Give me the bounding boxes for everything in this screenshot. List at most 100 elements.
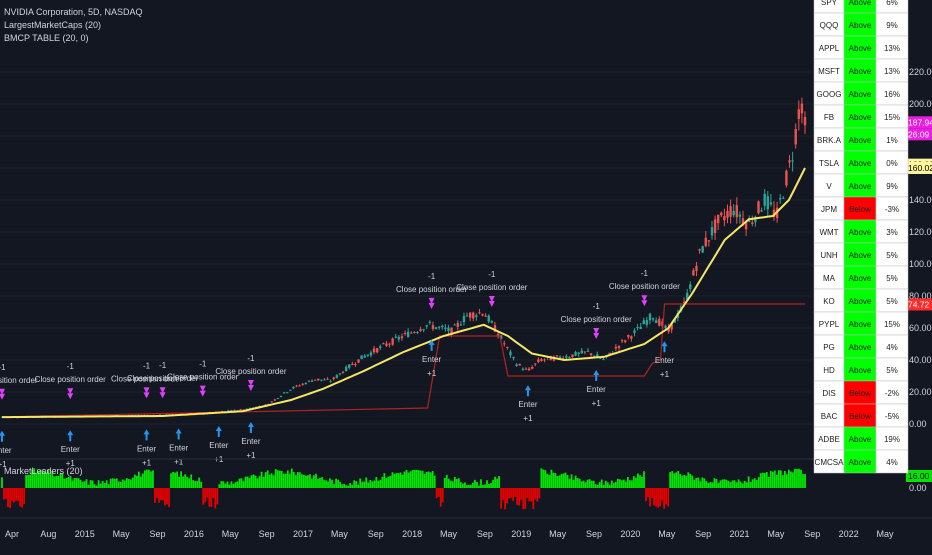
candle-body xyxy=(772,209,776,217)
last-price-badge: 187.94 xyxy=(908,117,932,127)
histogram-bar xyxy=(787,469,790,488)
candle-body xyxy=(503,343,506,345)
histogram-bar xyxy=(677,470,680,488)
histogram-bar xyxy=(240,478,243,488)
histogram-bar xyxy=(311,478,313,488)
candle-body xyxy=(543,359,546,361)
time-tick-label: May xyxy=(767,529,785,539)
histogram-bar xyxy=(635,477,637,488)
histogram-bar xyxy=(41,469,44,488)
candle-body xyxy=(800,103,804,114)
histogram-bar xyxy=(711,482,714,488)
histogram-bar xyxy=(198,477,201,488)
histogram-bar xyxy=(476,481,478,488)
histogram-bar xyxy=(522,488,525,510)
candle-body xyxy=(512,356,515,359)
histogram-bar xyxy=(33,468,36,488)
histogram-bar xyxy=(83,481,86,488)
histogram-bar xyxy=(73,478,76,488)
table-status-text: Above xyxy=(849,44,872,53)
table-pct-text: 3% xyxy=(886,228,898,237)
histogram-bar xyxy=(315,473,317,488)
indicator-largest-market-caps[interactable]: LargestMarketCaps (20) xyxy=(4,20,102,30)
histogram-bar xyxy=(367,482,370,488)
histogram-bar xyxy=(433,475,436,488)
candle-body xyxy=(317,378,320,381)
candle-body xyxy=(642,320,645,325)
candle-body xyxy=(614,346,618,349)
histogram-bar xyxy=(463,482,466,488)
candle-body xyxy=(506,346,509,348)
candle-body xyxy=(419,329,422,332)
candle-body xyxy=(664,325,667,328)
histogram-bar xyxy=(45,472,48,488)
histogram-bar xyxy=(186,477,189,488)
histogram-bar xyxy=(196,480,199,488)
candle-body xyxy=(338,373,342,375)
histogram-bar xyxy=(681,475,684,488)
histogram-bar xyxy=(729,482,732,488)
histogram-bar xyxy=(323,479,325,488)
entry-arrow-icon xyxy=(175,428,182,440)
candle-body xyxy=(710,227,714,236)
price-tick-label: 40.00 xyxy=(909,355,932,365)
histogram-bar xyxy=(459,482,462,488)
candle-body xyxy=(481,314,484,316)
price-tick-label: 80.00 xyxy=(909,291,932,301)
histogram-bar xyxy=(220,481,223,488)
histogram-bar xyxy=(594,484,597,488)
table-status-text: Above xyxy=(849,136,872,145)
histogram-bar xyxy=(719,480,722,488)
histogram-bar xyxy=(419,470,422,488)
oscillator-label[interactable]: MarketLeaders (20) xyxy=(4,466,83,476)
histogram-bar xyxy=(369,479,372,488)
histogram-bar xyxy=(671,471,674,488)
histogram-bar xyxy=(272,475,275,488)
exit-order-label: Close position order xyxy=(167,373,238,382)
exit-qty-label: -1 xyxy=(159,361,167,370)
histogram-bar xyxy=(194,481,197,488)
histogram-bar xyxy=(361,481,364,488)
histogram-bar xyxy=(713,478,716,488)
candle-body xyxy=(344,366,348,372)
histogram-bar xyxy=(413,469,416,488)
histogram-bar xyxy=(798,468,800,488)
candle-body xyxy=(518,364,521,366)
histogram-bar xyxy=(610,480,613,488)
table-ticker-text: FB xyxy=(824,113,834,122)
time-tick-label: Sep xyxy=(804,529,820,539)
histogram-bar xyxy=(649,488,651,507)
candle-body xyxy=(391,338,394,345)
table-status-text: Above xyxy=(849,228,872,237)
histogram-bar xyxy=(767,476,770,488)
histogram-bar xyxy=(584,482,587,488)
symbol-title[interactable]: NVIDIA Corporation, 5D, NASDAQ xyxy=(4,7,143,17)
candle-body xyxy=(292,386,295,389)
table-status-text: Below xyxy=(849,205,871,214)
candle-body xyxy=(276,398,280,400)
entry-arrow-icon xyxy=(428,339,435,351)
histogram-bar xyxy=(166,488,168,505)
table-ticker-text: QQQ xyxy=(820,21,839,30)
indicator-bmcp-table[interactable]: BMCP TABLE (20, 0) xyxy=(4,33,89,43)
histogram-bar xyxy=(101,481,104,488)
table-pct-text: 4% xyxy=(886,458,898,467)
histogram-bar xyxy=(65,478,68,488)
histogram-bar xyxy=(282,473,285,488)
table-pct-text: 15% xyxy=(884,113,900,122)
price-tick-label: 220.00 xyxy=(909,67,932,77)
histogram-bar xyxy=(800,469,802,488)
table-status-text: Above xyxy=(849,274,872,283)
table-pct-text: 5% xyxy=(886,297,898,306)
histogram-bar xyxy=(188,478,191,488)
candle-body xyxy=(735,205,738,218)
table-ticker-text: TSLA xyxy=(819,159,840,168)
histogram-bar xyxy=(333,484,335,488)
candle-body xyxy=(769,202,773,205)
histogram-bar xyxy=(248,477,251,488)
histogram-bar xyxy=(765,471,768,488)
histogram-bar xyxy=(347,485,350,488)
time-tick-label: May xyxy=(222,529,240,539)
